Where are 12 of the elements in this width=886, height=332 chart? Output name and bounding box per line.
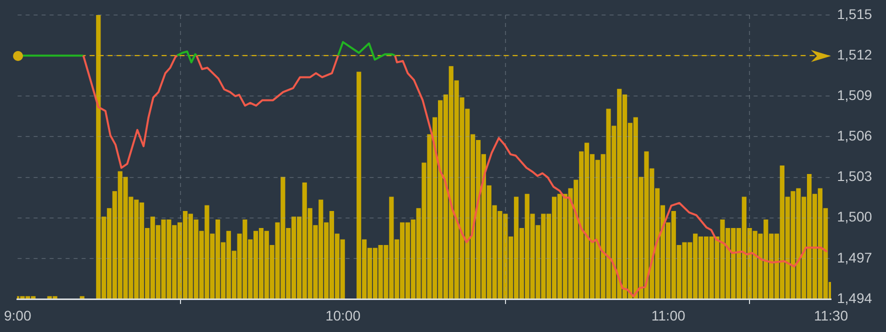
y-tick-label: 1,509 xyxy=(837,87,872,103)
y-tick-label: 1,503 xyxy=(837,168,872,184)
x-tick-label: 11:00 xyxy=(651,307,686,324)
x-tick-label: 11:30 xyxy=(814,307,848,324)
y-tick-label: 1,515 xyxy=(837,6,872,22)
y-tick-label: 1,506 xyxy=(837,128,872,144)
y-tick-label: 1,494 xyxy=(837,290,872,306)
y-tick-label: 1,512 xyxy=(837,46,872,62)
x-tick-label: 9:00 xyxy=(4,307,32,324)
y-tick-label: 1,500 xyxy=(837,208,872,225)
y-tick-label: 1,497 xyxy=(837,249,872,266)
x-tick-label: 10:00 xyxy=(325,307,361,324)
